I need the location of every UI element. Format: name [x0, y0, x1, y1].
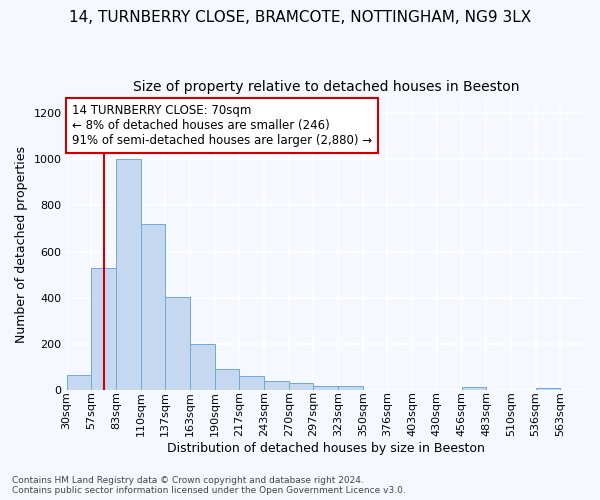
X-axis label: Distribution of detached houses by size in Beeston: Distribution of detached houses by size … — [167, 442, 485, 455]
Bar — [116, 160, 140, 390]
Bar — [289, 382, 313, 390]
Bar — [264, 380, 289, 390]
Bar — [461, 386, 486, 390]
Y-axis label: Number of detached properties: Number of detached properties — [15, 146, 28, 343]
Text: 14 TURNBERRY CLOSE: 70sqm
← 8% of detached houses are smaller (246)
91% of semi-: 14 TURNBERRY CLOSE: 70sqm ← 8% of detach… — [72, 104, 372, 146]
Bar — [67, 375, 91, 390]
Bar — [165, 296, 190, 390]
Text: 14, TURNBERRY CLOSE, BRAMCOTE, NOTTINGHAM, NG9 3LX: 14, TURNBERRY CLOSE, BRAMCOTE, NOTTINGHA… — [69, 10, 531, 25]
Title: Size of property relative to detached houses in Beeston: Size of property relative to detached ho… — [133, 80, 519, 94]
Bar — [91, 268, 116, 390]
Bar — [536, 388, 560, 390]
Bar — [338, 386, 363, 390]
Text: Contains HM Land Registry data © Crown copyright and database right 2024.
Contai: Contains HM Land Registry data © Crown c… — [12, 476, 406, 495]
Bar — [190, 344, 215, 390]
Bar — [313, 386, 338, 390]
Bar — [215, 369, 239, 390]
Bar — [140, 224, 165, 390]
Bar — [239, 376, 264, 390]
